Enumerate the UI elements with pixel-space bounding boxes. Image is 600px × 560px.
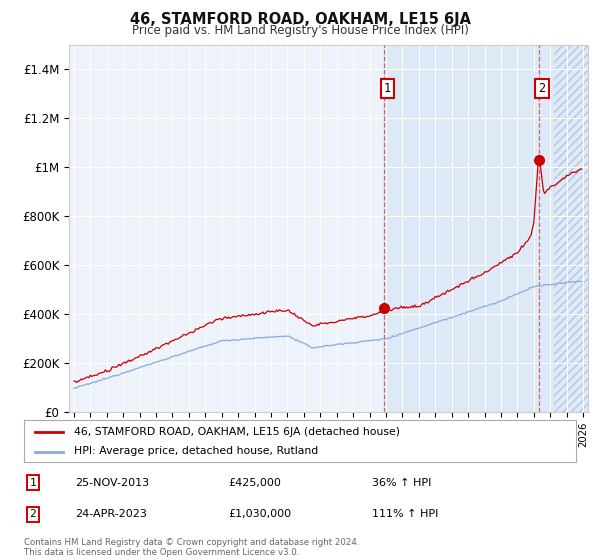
Text: 1: 1 xyxy=(29,478,37,488)
Text: 111% ↑ HPI: 111% ↑ HPI xyxy=(372,509,439,519)
Text: 46, STAMFORD ROAD, OAKHAM, LE15 6JA: 46, STAMFORD ROAD, OAKHAM, LE15 6JA xyxy=(130,12,470,27)
Text: 46, STAMFORD ROAD, OAKHAM, LE15 6JA (detached house): 46, STAMFORD ROAD, OAKHAM, LE15 6JA (det… xyxy=(74,427,400,437)
Text: 25-NOV-2013: 25-NOV-2013 xyxy=(75,478,149,488)
Text: 24-APR-2023: 24-APR-2023 xyxy=(75,509,147,519)
Text: 36% ↑ HPI: 36% ↑ HPI xyxy=(372,478,431,488)
Text: Contains HM Land Registry data © Crown copyright and database right 2024.
This d: Contains HM Land Registry data © Crown c… xyxy=(24,538,359,557)
Text: 2: 2 xyxy=(29,509,37,519)
Text: £1,030,000: £1,030,000 xyxy=(228,509,291,519)
Text: Price paid vs. HM Land Registry's House Price Index (HPI): Price paid vs. HM Land Registry's House … xyxy=(131,24,469,36)
Text: £425,000: £425,000 xyxy=(228,478,281,488)
Text: 1: 1 xyxy=(384,82,391,95)
Text: 2: 2 xyxy=(538,82,545,95)
Bar xyxy=(385,45,554,412)
Text: HPI: Average price, detached house, Rutland: HPI: Average price, detached house, Rutl… xyxy=(74,446,318,456)
Bar xyxy=(554,45,588,412)
